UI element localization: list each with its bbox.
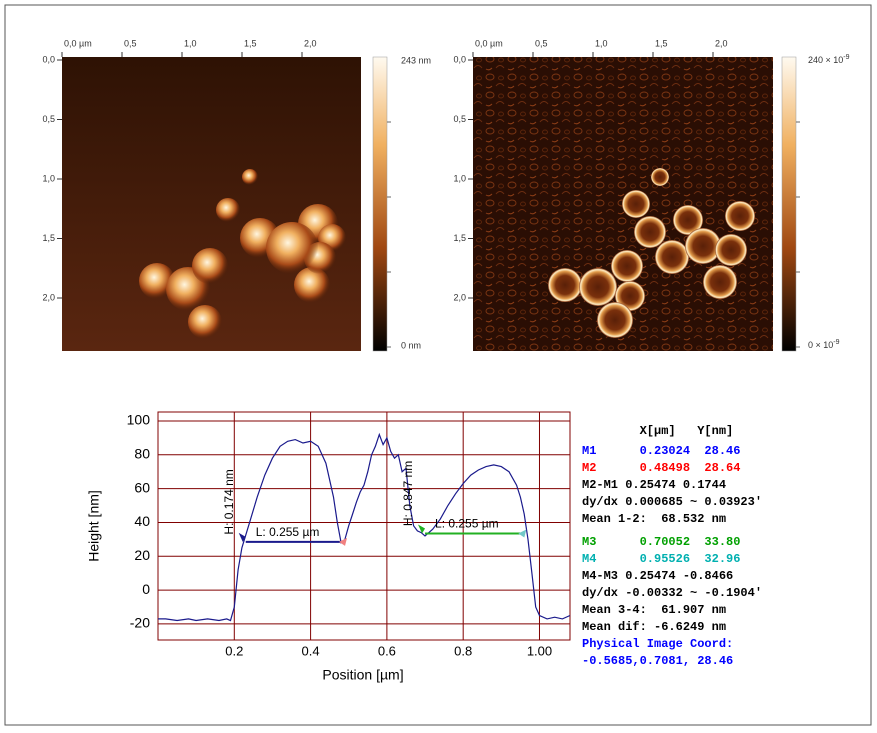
- x-tick-label: 2,0: [304, 38, 317, 48]
- readout-row: M3 0.70052 33.80: [582, 535, 740, 549]
- height-label: H: 0.847 nm: [401, 461, 415, 526]
- x-tick-label: 0,0 µm: [64, 38, 92, 48]
- y-tick-label: 1,0: [42, 173, 55, 183]
- colorbar-label-exp: -9: [833, 339, 839, 346]
- phase-image: [473, 57, 773, 351]
- y-tick-label: 2,0: [42, 292, 55, 302]
- y-tick-label: 80: [134, 445, 150, 461]
- y-tick-label: 1,5: [42, 233, 55, 243]
- height-image: [62, 57, 361, 351]
- x-axis-title: Position [µm]: [322, 667, 403, 683]
- marker-end: [339, 537, 348, 546]
- y-tick-label: 20: [134, 547, 150, 563]
- readout-header: X[µm] Y[nm]: [582, 424, 733, 438]
- colorbar-label-base: 240 × 10: [808, 55, 843, 65]
- y-tick-label: 1,5: [453, 233, 466, 243]
- readout-row: Mean 1-2: 68.532 nm: [582, 512, 726, 526]
- colorbar: [781, 56, 797, 352]
- readout-row: M2-M1 0.25474 0.1744: [582, 478, 726, 492]
- y-axis-title: Height [nm]: [86, 490, 102, 562]
- plot-area: [157, 411, 571, 641]
- x-tick-label: 0,0 µm: [475, 38, 503, 48]
- x-tick-label: 1.00: [527, 643, 552, 658]
- readout-row: Physical Image Coord:: [582, 637, 733, 651]
- height-label: H: 0.174 nm: [222, 469, 236, 534]
- x-tick-label: 2,0: [715, 38, 728, 48]
- y-tick-label: 0: [142, 581, 150, 597]
- x-tick-label: 1,5: [244, 38, 257, 48]
- colorbar-label-base: 0 × 10: [808, 340, 833, 350]
- x-tick-label: 0.8: [454, 643, 472, 658]
- marker-start: [418, 524, 426, 534]
- y-tick-label: 0,0: [453, 54, 466, 64]
- x-tick-label: 0,5: [124, 38, 137, 48]
- y-tick-label: 0,5: [453, 114, 466, 124]
- y-tick-label: -20: [130, 615, 150, 631]
- y-tick-label: 1,0: [453, 173, 466, 183]
- marker-end: [518, 529, 527, 538]
- y-tick-label: 0,0: [42, 54, 55, 64]
- readout-row: Mean 3-4: 61.907 nm: [582, 603, 726, 617]
- x-tick-label: 0.2: [225, 643, 243, 658]
- y-tick-label: 100: [127, 412, 151, 428]
- colorbar: [372, 56, 388, 352]
- x-tick-label: 1,5: [655, 38, 668, 48]
- y-tick-label: 60: [134, 479, 150, 495]
- length-label: L: 0.255 µm: [256, 525, 320, 539]
- x-tick-label: 0,5: [535, 38, 548, 48]
- length-label: L: 0.255 µm: [435, 517, 499, 531]
- colorbar-label: 243 nm: [401, 55, 431, 65]
- colorbar-label: 240 × 10-9: [808, 54, 850, 66]
- x-tick-label: 1,0: [595, 38, 608, 48]
- colorbar-label: 0 × 10-9: [808, 339, 840, 351]
- marker-start: [238, 532, 246, 542]
- y-tick-label: 0,5: [42, 114, 55, 124]
- profile-line: [158, 432, 571, 622]
- readout-row: -0.5685,0.7081, 28.46: [582, 654, 733, 668]
- readout-row: M2 0.48498 28.64: [582, 461, 740, 475]
- readout-row: M1 0.23024 28.46: [582, 444, 740, 458]
- colorbar-label-exp: -9: [843, 54, 849, 61]
- readout-row: M4 0.95526 32.96: [582, 552, 740, 566]
- colorbar-label: 0 nm: [401, 340, 421, 350]
- frame: [4, 4, 872, 726]
- x-tick-label: 1,0: [184, 38, 197, 48]
- y-tick-label: 2,0: [453, 292, 466, 302]
- x-tick-label: 0.4: [302, 643, 320, 658]
- x-tick-label: 0.6: [378, 643, 396, 658]
- y-tick-label: 40: [134, 513, 150, 529]
- readout-row: M4-M3 0.25474 -0.8466: [582, 569, 733, 583]
- readout-row: dy/dx -0.00332 ~ -0.1904': [582, 586, 762, 600]
- readout-row: Mean dif: -6.6249 nm: [582, 620, 726, 634]
- readout-row: dy/dx 0.000685 ~ 0.03923': [582, 495, 762, 509]
